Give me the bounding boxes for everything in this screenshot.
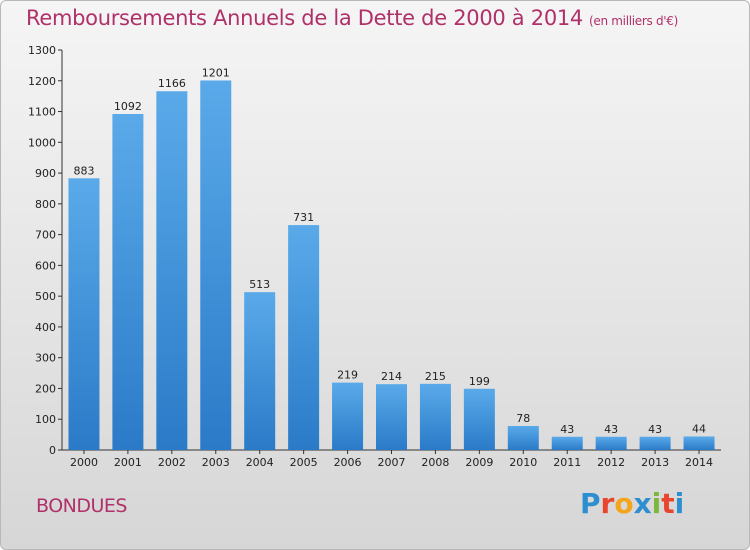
logo-letter: r (600, 487, 615, 520)
data-label: 1092 (114, 100, 142, 113)
bar-2001 (112, 114, 144, 450)
y-tick-label: 1300 (28, 44, 56, 57)
bar-2012 (595, 436, 627, 450)
x-tick-label: 2013 (641, 456, 669, 469)
bar-2000 (68, 178, 100, 451)
data-label: 215 (425, 370, 446, 383)
y-tick-label: 200 (35, 382, 56, 395)
x-tick-label: 2005 (290, 456, 318, 469)
bar-2005 (288, 225, 320, 450)
logo-letter: o (614, 487, 634, 520)
title-text: Remboursements Annuels de la Dette de 20… (26, 6, 583, 30)
data-label: 513 (249, 278, 270, 291)
y-tick-label: 400 (35, 321, 56, 334)
bar-2009 (463, 388, 495, 450)
chart-title: Remboursements Annuels de la Dette de 20… (26, 6, 678, 30)
x-tick-label: 2007 (378, 456, 406, 469)
x-tick-label: 2004 (246, 456, 274, 469)
y-tick-label: 1000 (28, 136, 56, 149)
data-label: 219 (337, 369, 358, 382)
bar-2004 (244, 292, 276, 450)
data-label: 43 (560, 423, 574, 436)
y-tick-label: 300 (35, 352, 56, 365)
logo-letter: i (651, 487, 662, 520)
y-tick-label: 500 (35, 290, 56, 303)
y-tick-label: 0 (49, 444, 56, 457)
x-tick-label: 2003 (202, 456, 230, 469)
data-label: 1201 (202, 66, 230, 79)
logo-letter: x (633, 487, 652, 520)
y-tick-label: 900 (35, 167, 56, 180)
bar-2010 (507, 426, 539, 450)
x-tick-label: 2006 (334, 456, 362, 469)
data-label: 44 (692, 422, 706, 435)
bar-2002 (156, 91, 188, 450)
x-tick-label: 2009 (465, 456, 493, 469)
bar-2011 (551, 436, 583, 450)
x-tick-label: 2000 (70, 456, 98, 469)
data-label: 78 (516, 412, 530, 425)
y-tick-label: 1100 (28, 106, 56, 119)
logo-letter: i (674, 487, 685, 520)
x-tick-label: 2001 (114, 456, 142, 469)
proxiti-logo: Proxiti (580, 487, 684, 520)
data-label: 1166 (158, 77, 186, 90)
bar-2008 (419, 383, 451, 450)
x-tick-label: 2011 (553, 456, 581, 469)
data-label: 199 (469, 375, 490, 388)
x-tick-label: 2014 (685, 456, 713, 469)
data-label: 731 (293, 211, 314, 224)
y-tick-label: 800 (35, 198, 56, 211)
y-tick-label: 600 (35, 259, 56, 272)
bar-2013 (639, 436, 671, 450)
y-tick-label: 1200 (28, 75, 56, 88)
commune-name: BONDUES (36, 495, 127, 517)
data-label: 214 (381, 370, 402, 383)
x-tick-label: 2008 (421, 456, 449, 469)
logo-letter: t (661, 487, 675, 520)
data-label: 43 (604, 423, 618, 436)
bar-2003 (200, 80, 232, 450)
data-label: 43 (648, 423, 662, 436)
logo-letter: P (580, 487, 601, 520)
x-tick-label: 2012 (597, 456, 625, 469)
bar-2014 (683, 436, 715, 450)
x-tick-label: 2010 (509, 456, 537, 469)
bar-2006 (332, 382, 364, 450)
y-tick-label: 700 (35, 229, 56, 242)
bar-2007 (376, 384, 407, 450)
data-label: 883 (73, 164, 94, 177)
y-tick-label: 100 (35, 413, 56, 426)
unit-label: (en milliers d'€) (589, 14, 679, 28)
x-tick-label: 2002 (158, 456, 186, 469)
